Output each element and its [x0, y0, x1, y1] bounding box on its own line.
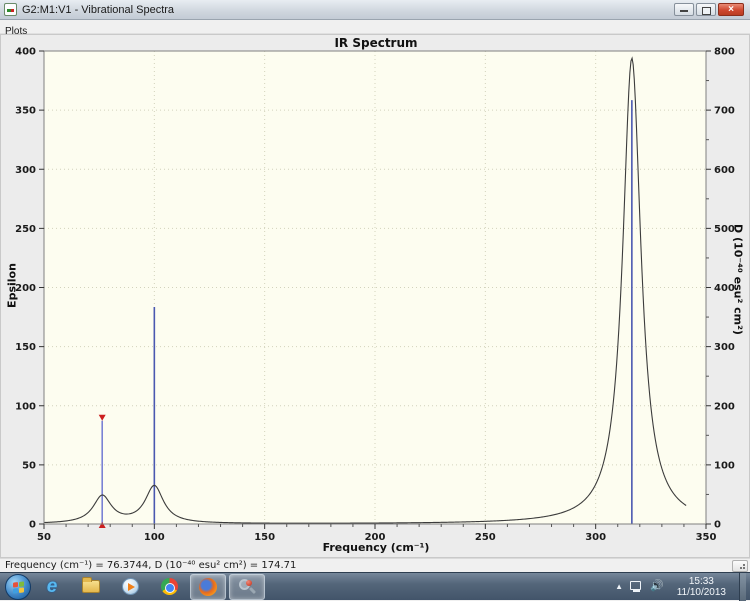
y-left-tick-label: 350	[15, 106, 36, 117]
gaussview-icon	[238, 578, 257, 596]
spectrum-curve	[43, 56, 687, 524]
y-axis-title-right: D (10⁻⁴⁰ esu² cm²)	[731, 224, 745, 335]
taskbar-item-media-player[interactable]	[112, 574, 148, 600]
y-left-tick-label: 300	[15, 165, 36, 176]
taskbar-clock[interactable]: 15:33 11/10/2013	[671, 576, 732, 598]
y-left-tick-label: 150	[15, 342, 36, 353]
window-title: G2:M1:V1 - Vibrational Spectra	[22, 3, 175, 16]
y-left-tick-label: 250	[15, 224, 36, 235]
selected-stick-bottom-marker	[98, 522, 106, 528]
y-right-tick-label: 600	[714, 165, 735, 176]
resize-grip[interactable]	[732, 559, 748, 572]
app-window-icon	[4, 3, 17, 16]
start-button[interactable]	[5, 573, 31, 600]
x-tick-label: 150	[254, 532, 275, 543]
chart-panel: IR Spectrum 50 100 150 200 250 300 350 0 50 100 15…	[0, 34, 750, 558]
taskbar-item-internet-explorer[interactable]: e	[34, 574, 70, 600]
y-left-tick-label: 50	[22, 460, 36, 471]
x-tick-label: 100	[144, 532, 165, 543]
close-button[interactable]: ×	[718, 3, 744, 16]
y-left-tick-label: 400	[15, 47, 36, 58]
x-tick-label: 250	[475, 532, 496, 543]
status-bar: Frequency (cm⁻¹) = 76.3744, D (10⁻⁴⁰ esu…	[0, 558, 750, 572]
minimize-button[interactable]	[674, 3, 694, 16]
y-right-tick-label: 800	[714, 47, 735, 58]
clock-date: 11/10/2013	[676, 586, 726, 598]
taskbar-item-windows-explorer[interactable]	[73, 574, 109, 600]
internet-explorer-icon: e	[46, 575, 58, 597]
firefox-icon	[199, 577, 217, 596]
y-right-tick-label: 400	[714, 283, 735, 294]
taskbar-item-chrome[interactable]	[151, 574, 187, 600]
x-tick-label: 50	[37, 532, 51, 543]
y-left-tick-label: 0	[29, 520, 36, 531]
system-tray: ▲ 🔊 15:33 11/10/2013	[615, 572, 750, 601]
y-right-tick-label: 700	[714, 106, 735, 117]
y-right-tick-label: 500	[714, 224, 735, 235]
taskbar-item-firefox[interactable]	[190, 573, 226, 600]
menu-bar: Plots	[0, 21, 750, 37]
ir-spectrum-chart[interactable]: 50 100 150 200 250 300 35005010015020025030035…	[1, 35, 750, 559]
window-titlebar[interactable]: G2:M1:V1 - Vibrational Spectra ×	[0, 0, 750, 20]
folder-icon	[82, 577, 100, 593]
chart-title: IR Spectrum	[334, 36, 418, 50]
status-readout: Frequency (cm⁻¹) = 76.3744, D (10⁻⁴⁰ esu…	[5, 560, 297, 571]
x-axis-title: Frequency (cm⁻¹)	[322, 541, 430, 554]
network-icon[interactable]	[629, 581, 643, 592]
y-left-tick-label: 100	[15, 401, 36, 412]
menu-plots[interactable]: Plots	[5, 26, 28, 37]
x-tick-label: 300	[585, 532, 606, 543]
y-axis-title-left: Epsilon	[5, 263, 19, 308]
y-left-tick-label: 200	[15, 283, 36, 294]
y-right-tick-label: 0	[714, 520, 721, 531]
x-tick-label: 350	[696, 532, 717, 543]
taskbar: e ▲ 🔊 15:33 11/10/2013	[0, 572, 750, 601]
x-tick-label: 200	[365, 532, 386, 543]
clock-time: 15:33	[688, 575, 714, 587]
window-controls: ×	[674, 3, 750, 16]
y-right-tick-label: 200	[714, 401, 735, 412]
y-right-tick-label: 300	[714, 342, 735, 353]
windows-logo-icon	[13, 580, 24, 594]
media-player-icon	[121, 578, 139, 595]
volume-icon[interactable]: 🔊	[649, 580, 664, 592]
hidden-icons-arrow-icon[interactable]: ▲	[615, 582, 623, 591]
show-desktop-button[interactable]	[739, 572, 746, 601]
restore-button[interactable]	[696, 3, 716, 16]
y-right-tick-label: 100	[714, 460, 735, 471]
selected-stick-top-marker	[98, 414, 106, 421]
taskbar-item-gaussview[interactable]	[229, 573, 265, 600]
chrome-icon	[160, 578, 178, 595]
